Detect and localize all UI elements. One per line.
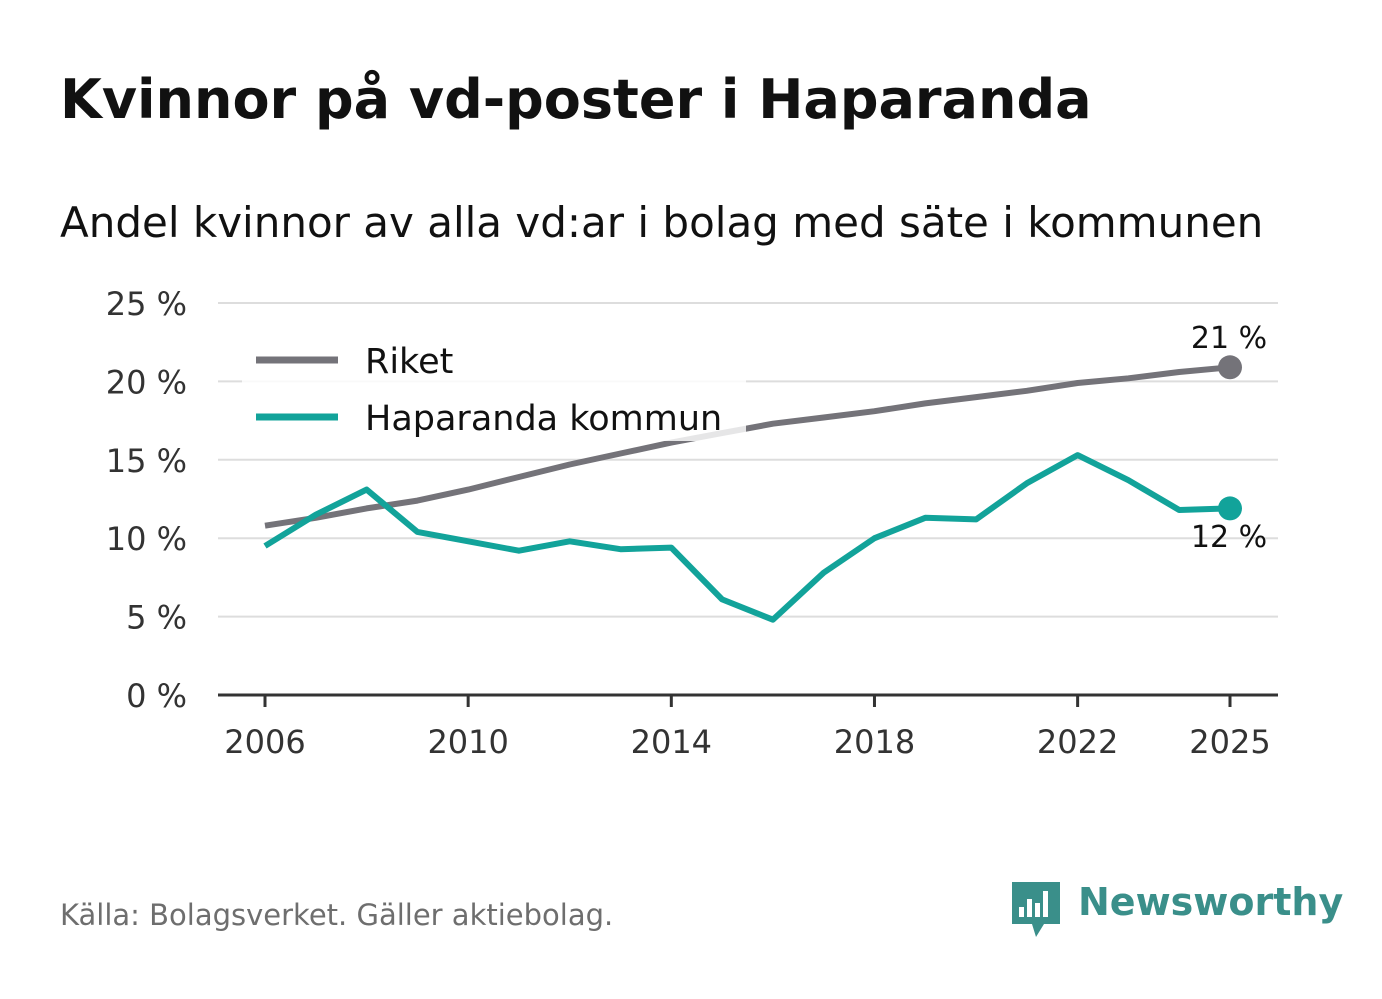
brand-name: Newsworthy: [1078, 880, 1344, 924]
haparanda-line: [263, 452, 1231, 623]
x-tick-label: 2014: [631, 723, 712, 761]
riket-line: [264, 364, 1231, 529]
x-tick-label: 2006: [224, 723, 305, 761]
legend-label: Riket: [365, 342, 453, 382]
legend-label: Haparanda kommun: [365, 399, 722, 439]
haparanda-end-marker: [1218, 496, 1242, 521]
riket-end-label: 21 %: [1191, 321, 1267, 356]
y-tick-label: 25 %: [106, 285, 187, 323]
source-note: Källa: Bolagsverket. Gäller aktiebolag.: [60, 898, 614, 932]
chart-subtitle: Andel kvinnor av alla vd:ar i bolag med …: [60, 198, 1264, 247]
newsworthy-brand[interactable]: Newsworthy: [1010, 880, 1343, 940]
y-tick-label: 20 %: [106, 363, 187, 401]
x-tick-label: 2010: [427, 723, 508, 761]
riket-end-marker: [1218, 355, 1242, 380]
x-tick-label: 2018: [834, 723, 915, 761]
y-tick-label: 15 %: [106, 442, 187, 480]
haparanda-end-label: 12 %: [1191, 520, 1267, 555]
bar-chart-badge-icon: [1012, 882, 1060, 937]
x-tick-label: 2022: [1037, 723, 1118, 761]
x-tick-label: 2025: [1189, 723, 1270, 761]
y-tick-label: 0 %: [126, 677, 187, 715]
chart-title: Kvinnor på vd-poster i Haparanda: [60, 68, 1092, 131]
y-tick-label: 10 %: [106, 520, 187, 558]
y-tick-label: 5 %: [126, 599, 187, 637]
legend-background: [242, 326, 746, 441]
